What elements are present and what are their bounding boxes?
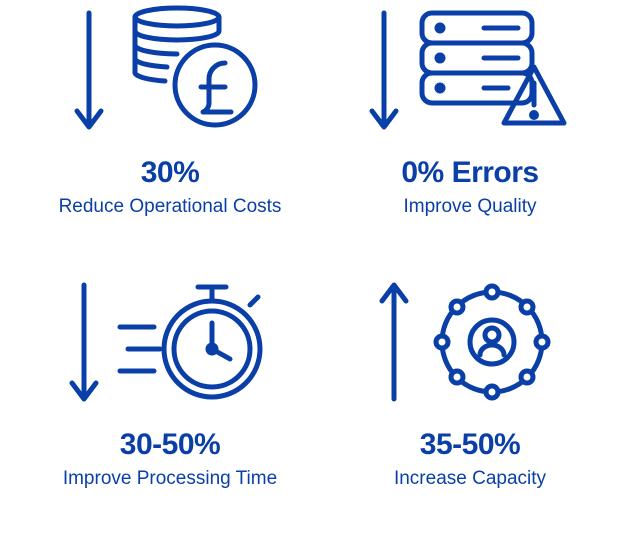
metric-errors-icons [368,0,572,140]
stopwatch-speed-icon [112,277,272,407]
metrics-grid: 30% Reduce Operational Costs [0,0,640,544]
metric-costs-subline: Reduce Operational Costs [59,196,282,218]
metric-errors: 0% Errors Improve Quality [320,0,620,272]
coins-pound-icon [117,5,267,135]
metric-errors-subline: Improve Quality [403,196,536,218]
server-error-icon [412,5,572,135]
metric-processing-icons [68,272,272,412]
arrow-down-icon [73,5,105,135]
metric-costs-icons [73,0,267,140]
metric-errors-headline: 0% Errors [401,156,538,190]
metric-capacity: 35-50% Increase Capacity [320,272,620,544]
arrow-up-icon [378,277,410,407]
metric-capacity-headline: 35-50% [420,428,520,462]
metric-processing: 30-50% Improve Processing Time [20,272,320,544]
metric-processing-headline: 30-50% [120,428,220,462]
metric-costs: 30% Reduce Operational Costs [20,0,320,272]
metric-costs-headline: 30% [141,156,200,190]
metric-capacity-subline: Increase Capacity [394,468,546,490]
metric-processing-subline: Improve Processing Time [63,468,277,490]
arrow-down-icon [368,5,400,135]
arrow-down-icon [68,277,100,407]
metric-capacity-icons [378,272,562,412]
network-user-icon [422,277,562,407]
